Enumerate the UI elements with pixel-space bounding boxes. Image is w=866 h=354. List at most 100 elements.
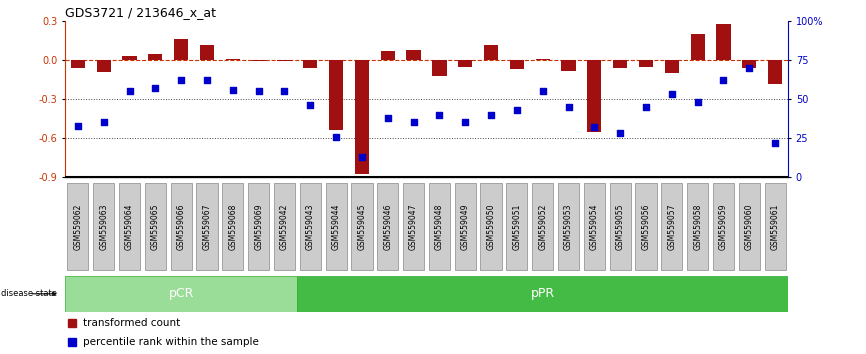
FancyBboxPatch shape xyxy=(739,183,759,270)
Bar xyxy=(665,60,679,73)
Bar xyxy=(148,54,163,60)
Point xyxy=(587,124,601,130)
Text: GSM559042: GSM559042 xyxy=(280,203,289,250)
Bar xyxy=(535,59,550,60)
Point xyxy=(639,104,653,110)
FancyBboxPatch shape xyxy=(507,183,527,270)
FancyBboxPatch shape xyxy=(584,183,605,270)
Text: GSM559060: GSM559060 xyxy=(745,203,753,250)
FancyBboxPatch shape xyxy=(610,183,630,270)
Text: percentile rank within the sample: percentile rank within the sample xyxy=(83,337,259,347)
Bar xyxy=(122,56,137,60)
Bar xyxy=(742,60,756,68)
Bar xyxy=(174,39,188,60)
Text: GSM559057: GSM559057 xyxy=(668,203,676,250)
Bar xyxy=(226,59,240,60)
FancyBboxPatch shape xyxy=(662,183,682,270)
Point xyxy=(536,88,550,94)
Bar xyxy=(561,60,576,70)
Text: GSM559058: GSM559058 xyxy=(693,203,702,250)
Text: GSM559063: GSM559063 xyxy=(100,203,108,250)
Point xyxy=(716,78,730,83)
Text: GSM559069: GSM559069 xyxy=(254,203,263,250)
Point xyxy=(562,104,576,110)
Point xyxy=(768,140,782,145)
Bar xyxy=(200,45,214,60)
FancyBboxPatch shape xyxy=(94,183,114,270)
Point xyxy=(691,99,705,105)
FancyBboxPatch shape xyxy=(223,183,243,270)
FancyBboxPatch shape xyxy=(558,183,579,270)
Point xyxy=(329,134,343,139)
Point xyxy=(432,112,446,118)
Text: GSM559053: GSM559053 xyxy=(564,203,573,250)
Text: GSM559045: GSM559045 xyxy=(358,203,366,250)
Text: GSM559067: GSM559067 xyxy=(203,203,211,250)
Bar xyxy=(381,51,395,60)
Point xyxy=(252,88,266,94)
FancyBboxPatch shape xyxy=(145,183,166,270)
FancyBboxPatch shape xyxy=(119,183,140,270)
FancyBboxPatch shape xyxy=(403,183,424,270)
Text: GSM559051: GSM559051 xyxy=(513,203,521,250)
Bar xyxy=(510,60,524,69)
Text: GSM559055: GSM559055 xyxy=(616,203,624,250)
FancyBboxPatch shape xyxy=(248,183,269,270)
Bar xyxy=(303,60,318,68)
Point xyxy=(355,154,369,160)
Text: GSM559047: GSM559047 xyxy=(409,203,418,250)
FancyBboxPatch shape xyxy=(713,183,734,270)
Point xyxy=(277,88,291,94)
Text: GDS3721 / 213646_x_at: GDS3721 / 213646_x_at xyxy=(65,6,216,19)
FancyBboxPatch shape xyxy=(68,183,88,270)
Text: GSM559044: GSM559044 xyxy=(332,203,340,250)
Text: GSM559054: GSM559054 xyxy=(590,203,599,250)
FancyBboxPatch shape xyxy=(352,183,372,270)
FancyBboxPatch shape xyxy=(171,183,191,270)
Bar xyxy=(406,50,421,60)
Text: GSM559049: GSM559049 xyxy=(461,203,469,250)
FancyBboxPatch shape xyxy=(687,183,708,270)
Text: GSM559043: GSM559043 xyxy=(306,203,314,250)
Text: GSM559056: GSM559056 xyxy=(642,203,650,250)
Point xyxy=(226,87,240,93)
Text: GSM559065: GSM559065 xyxy=(151,203,160,250)
Bar xyxy=(71,60,85,68)
Bar xyxy=(587,60,602,132)
Text: GSM559050: GSM559050 xyxy=(487,203,495,250)
Point xyxy=(303,103,317,108)
Text: GSM559046: GSM559046 xyxy=(384,203,392,250)
FancyBboxPatch shape xyxy=(481,183,501,270)
FancyBboxPatch shape xyxy=(300,183,321,270)
Point xyxy=(613,131,627,136)
Text: GSM559066: GSM559066 xyxy=(177,203,185,250)
Text: GSM559059: GSM559059 xyxy=(719,203,728,250)
Text: GSM559064: GSM559064 xyxy=(125,203,134,250)
Text: transformed count: transformed count xyxy=(83,318,180,329)
Text: GSM559062: GSM559062 xyxy=(74,203,82,250)
FancyBboxPatch shape xyxy=(274,183,295,270)
Bar xyxy=(458,60,472,67)
Bar xyxy=(355,60,369,175)
Bar xyxy=(297,276,788,312)
Point xyxy=(407,120,421,125)
Bar xyxy=(277,60,292,62)
Bar xyxy=(484,45,498,60)
FancyBboxPatch shape xyxy=(429,183,450,270)
Point xyxy=(665,92,679,97)
FancyBboxPatch shape xyxy=(455,183,475,270)
Text: GSM559048: GSM559048 xyxy=(435,203,444,250)
FancyBboxPatch shape xyxy=(197,183,217,270)
Point xyxy=(97,120,111,125)
Bar xyxy=(432,60,447,76)
Text: pCR: pCR xyxy=(169,287,194,300)
Point xyxy=(71,123,85,129)
FancyBboxPatch shape xyxy=(326,183,346,270)
Bar xyxy=(639,60,653,67)
Point xyxy=(174,78,188,83)
Bar xyxy=(613,60,627,68)
Point xyxy=(742,65,756,71)
Text: GSM559052: GSM559052 xyxy=(539,203,547,250)
Point xyxy=(123,88,137,94)
Text: GSM559061: GSM559061 xyxy=(771,203,779,250)
